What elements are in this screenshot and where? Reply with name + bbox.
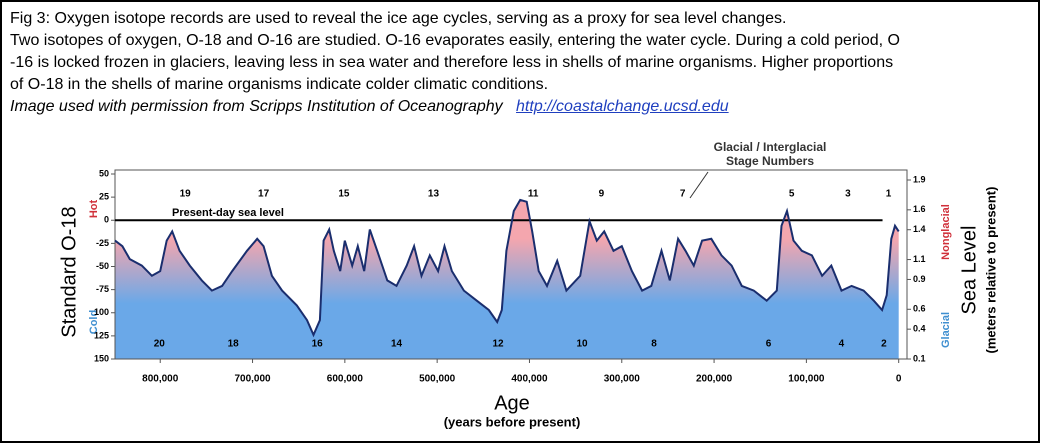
credit-text: Image used with permission from Scripps … xyxy=(10,98,503,115)
x-axis-sublabel: (years before present) xyxy=(444,414,581,429)
stage-number: 17 xyxy=(258,189,270,200)
annotation: Stage Numbers xyxy=(726,154,814,168)
y2-tick-label: 1.4 xyxy=(913,224,926,234)
y-tick-label: 0 xyxy=(104,215,109,225)
line xyxy=(114,198,900,338)
stage-number: 4 xyxy=(839,339,845,350)
nonglacial-label: Nonglacial xyxy=(940,204,952,260)
glacial-label: Glacial xyxy=(940,312,952,348)
y2-tick-label: 0.6 xyxy=(913,304,926,314)
y-tick-label: 25 xyxy=(99,192,109,202)
x-tick-label: 400,000 xyxy=(511,374,548,385)
caption-line: -16 is locked frozen in glaciers, leavin… xyxy=(10,54,894,71)
stage-number: 18 xyxy=(228,339,240,350)
x-tick-label: 500,000 xyxy=(419,374,456,385)
y2-tick-label: 0.9 xyxy=(913,274,926,284)
stage-number: 20 xyxy=(154,339,166,350)
stage-number: 5 xyxy=(789,189,795,200)
stage-number: 15 xyxy=(338,189,350,200)
stage-number: 16 xyxy=(312,339,324,350)
stage-number: 19 xyxy=(180,189,192,200)
x-tick-label: 600,000 xyxy=(327,374,364,385)
caption-line: Two isotopes of oxygen, O-18 and O-16 ar… xyxy=(10,32,900,49)
y2-tick-label: 1.1 xyxy=(913,254,926,264)
y2-axis-label: Sea Level xyxy=(958,226,980,315)
y2-axis-sublabel: (meters relative to present) xyxy=(983,187,998,354)
stage-number: 7 xyxy=(680,189,686,200)
stage-number: 3 xyxy=(845,189,851,200)
y2-tick-label: 1.9 xyxy=(913,174,926,184)
hot-label: Hot xyxy=(88,200,100,219)
y-tick-label: -25 xyxy=(96,238,109,248)
y2-tick-label: 0.1 xyxy=(913,353,926,363)
credit-link[interactable]: http://coastalchange.ucsd.edu xyxy=(516,98,729,115)
stage-number: 8 xyxy=(651,339,657,350)
annotation: Glacial / Interglacial xyxy=(714,140,827,154)
caption-line: Fig 3: Oxygen isotope records are used t… xyxy=(10,10,787,27)
x-tick-label: 700,000 xyxy=(234,374,271,385)
x-tick-label: 800,000 xyxy=(142,374,179,385)
y-tick-label: -50 xyxy=(96,261,109,271)
y-tick-label: 100 xyxy=(94,307,109,317)
cold-label: Cold xyxy=(88,310,100,334)
reference-label: Present-day sea level xyxy=(172,207,284,219)
stage-number: 2 xyxy=(881,339,887,350)
stage-number: 10 xyxy=(577,339,589,350)
x-tick-label: 300,000 xyxy=(604,374,641,385)
stage-number: 11 xyxy=(528,189,539,200)
y-tick-label: 50 xyxy=(99,168,109,178)
stage-number: 12 xyxy=(493,339,505,350)
credit: Image used with permission from Scripps … xyxy=(10,98,729,116)
annotation-pointer xyxy=(689,171,709,199)
plot-frame xyxy=(114,169,908,360)
x-tick-label: 0 xyxy=(896,374,902,385)
area xyxy=(115,199,899,359)
y-tick-label: 150 xyxy=(94,353,109,363)
y-tick-label: 125 xyxy=(94,330,109,340)
x-axis-label: Age xyxy=(494,392,530,414)
x-tick-label: 100,000 xyxy=(788,374,825,385)
y-axis-label: Standard O-18 xyxy=(58,206,80,337)
y2-tick-label: 1.6 xyxy=(913,204,926,214)
stage-number: 9 xyxy=(599,189,605,200)
stage-number: 1 xyxy=(886,189,892,200)
y-tick-label: -75 xyxy=(96,284,109,294)
stage-number: 6 xyxy=(766,339,772,350)
stage-number: 14 xyxy=(391,339,403,350)
x-tick-label: 200,000 xyxy=(696,374,733,385)
caption-line: of O-18 in the shells of marine organism… xyxy=(10,76,549,93)
stage-number: 13 xyxy=(428,189,440,200)
y2-tick-label: 0.4 xyxy=(913,324,926,334)
